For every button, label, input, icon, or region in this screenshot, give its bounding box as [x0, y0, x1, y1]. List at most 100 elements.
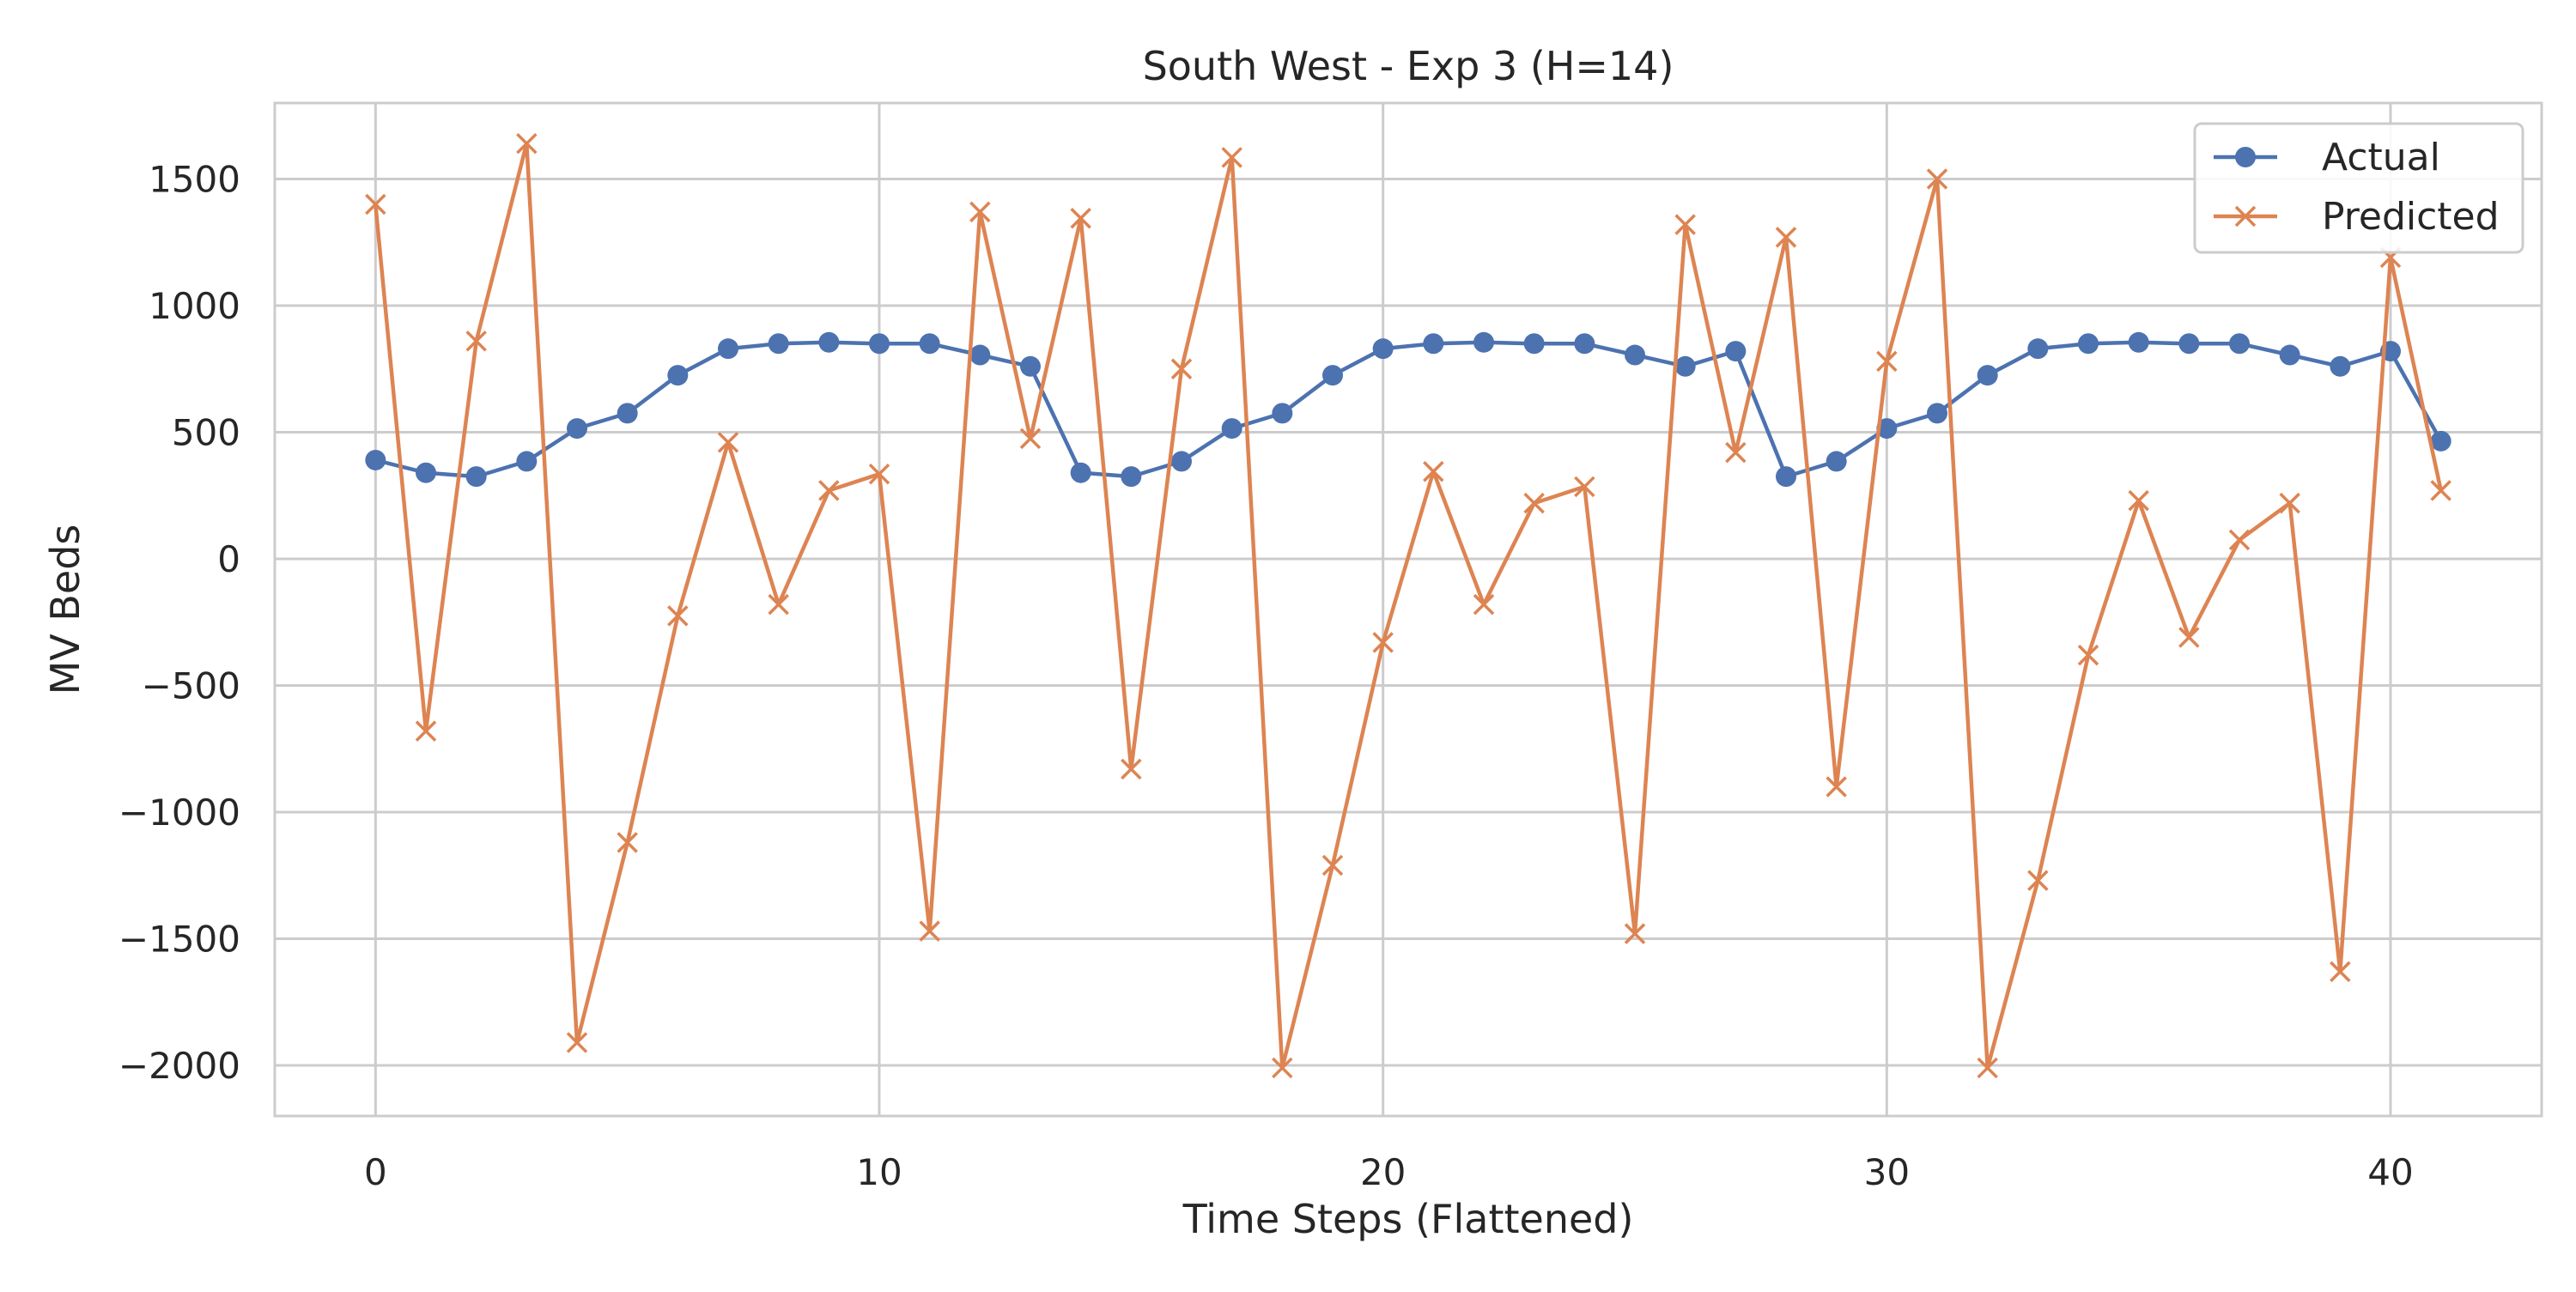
predicted-point [1926, 168, 1948, 190]
actual-point [1927, 403, 1947, 424]
predicted-point [2279, 492, 2300, 514]
actual-point [919, 333, 940, 355]
predicted-point [768, 593, 789, 616]
predicted-point [1272, 1057, 1293, 1079]
actual-point [365, 449, 386, 470]
actual-point [2128, 331, 2149, 353]
y-tick-label: −1000 [118, 792, 240, 834]
x-tick-label: 10 [856, 1151, 902, 1193]
tick-labels: 0 10 20 30 40 −2000 −1500 −1000 −500 0 500 1000 1500 [118, 159, 2414, 1194]
predicted-point [1170, 358, 1193, 379]
y-tick-label: 1000 [149, 285, 240, 327]
legend-actual-marker [2235, 147, 2256, 167]
actual-point [768, 333, 789, 355]
y-axis-label: MV Beds [42, 525, 88, 695]
actual-point [667, 365, 689, 386]
actual-point [2229, 333, 2250, 355]
y-tick-label: 1500 [149, 159, 240, 201]
predicted-point [818, 480, 840, 501]
predicted-point [1070, 207, 1091, 229]
actual-point [1171, 451, 1192, 472]
actual-point [516, 451, 538, 472]
actual-point [2430, 430, 2451, 452]
actual-point [818, 331, 840, 353]
predicted-point [365, 193, 386, 215]
actual-point [2027, 338, 2049, 360]
y-tick-label: −2000 [118, 1045, 240, 1087]
legend-predicted-marker [2234, 205, 2257, 227]
predicted-point [1574, 476, 1595, 498]
predicted-point [1624, 923, 1646, 944]
actual-point [1070, 462, 1091, 483]
actual-point [1272, 403, 1293, 424]
y-tick-label: 500 [172, 412, 240, 454]
actual-point [2330, 355, 2351, 377]
chart-title: South West - Exp 3 (H=14) [1143, 43, 1674, 89]
actual-point [869, 333, 890, 355]
predicted-point [2178, 627, 2200, 648]
actual-point [1020, 355, 1041, 377]
actual-point [1876, 418, 1898, 440]
predicted-point [2027, 870, 2049, 891]
actual-point [1523, 333, 1545, 355]
actual-point [1776, 466, 1796, 488]
series-layer [365, 132, 2451, 1079]
actual-point [1625, 344, 1645, 366]
predicted-point [2228, 529, 2251, 551]
actual-point [1826, 451, 1847, 472]
actual-point [1372, 338, 1394, 360]
predicted-point [919, 920, 940, 942]
predicted-point [1775, 227, 1797, 248]
x-tick-label: 20 [1360, 1151, 1406, 1193]
series-predicted [365, 132, 2451, 1079]
predicted-point [617, 832, 638, 853]
predicted-point [667, 605, 689, 627]
predicted-point [415, 720, 437, 742]
predicted-line [374, 141, 2443, 1071]
legend: Actual Predicted [2193, 122, 2524, 254]
predicted-point [1977, 1057, 1998, 1079]
series-actual [365, 331, 2451, 488]
predicted-point [1372, 632, 1394, 653]
predicted-point [2128, 489, 2149, 512]
predicted-point [868, 463, 890, 485]
x-axis-label: Time Steps (Flattened) [1182, 1196, 1634, 1242]
y-tick-label: −500 [142, 665, 240, 707]
predicted-point [1019, 428, 1042, 450]
predicted-point [2330, 961, 2351, 983]
plot-background [275, 103, 2542, 1116]
predicted-point [2077, 644, 2099, 666]
predicted-point [1725, 441, 1747, 464]
predicted-point [566, 1032, 588, 1053]
predicted-point [1221, 147, 1242, 168]
actual-point [1221, 418, 1242, 440]
predicted-point [516, 132, 538, 155]
actual-point [1977, 365, 1998, 386]
actual-point [1674, 355, 1696, 377]
predicted-point [2430, 480, 2451, 501]
x-tick-label: 0 [364, 1151, 387, 1193]
predicted-point [465, 331, 487, 352]
actual-point [1121, 466, 1142, 488]
actual-point [416, 462, 436, 483]
actual-point [567, 418, 587, 440]
x-tick-label: 40 [2367, 1151, 2413, 1193]
predicted-point [1523, 492, 1545, 514]
actual-point [617, 403, 638, 424]
actual-point [1322, 365, 1343, 386]
x-tick-label: 30 [1864, 1151, 1910, 1193]
actual-point [2078, 333, 2099, 355]
y-tick-label: 0 [217, 538, 240, 580]
actual-point [1574, 333, 1595, 355]
legend-actual-label: Actual [2322, 136, 2440, 179]
predicted-point [1876, 350, 1898, 373]
actual-point [969, 344, 991, 366]
predicted-point [717, 432, 739, 453]
predicted-point [1674, 214, 1696, 235]
actual-point [2279, 344, 2300, 366]
predicted-point [969, 201, 991, 223]
y-tick-label: −1500 [118, 919, 240, 961]
actual-point [465, 466, 487, 488]
